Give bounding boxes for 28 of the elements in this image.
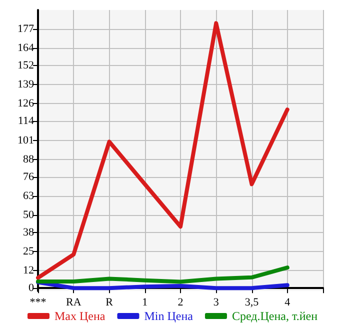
- y-tick-label: 88: [23, 153, 34, 166]
- y-tick-label: 12: [23, 264, 34, 277]
- y-tick-label: 0: [28, 282, 34, 294]
- y-tick-label: 126: [18, 98, 34, 110]
- y-tick-label: 76: [23, 170, 34, 183]
- x-tick-label: 3: [213, 296, 220, 308]
- x-tick-label: 4: [284, 296, 291, 308]
- legend-label: Сред.Цена, т.йен: [232, 309, 318, 323]
- line-series: [36, 21, 290, 280]
- y-tick-label: 63: [23, 190, 34, 202]
- legend-label: Max Цена: [54, 309, 106, 323]
- y-tick-label: 139: [18, 78, 34, 91]
- y-tick-label: 38: [23, 226, 34, 238]
- x-tick-label: ***: [30, 296, 46, 308]
- x-tick-label: 3,5: [244, 296, 260, 308]
- y-tick-label: 177: [18, 23, 34, 36]
- y-tick-label: 101: [18, 134, 34, 146]
- y-tick-label: 164: [18, 42, 34, 54]
- y-tick-label: 50: [23, 208, 34, 221]
- x-tick-label: 2: [178, 296, 184, 308]
- y-tick-label: 114: [18, 115, 34, 128]
- x-tick-label: R: [106, 296, 114, 308]
- x-tick-label: RA: [66, 296, 82, 308]
- y-tick-label: 152: [18, 60, 34, 72]
- line-series: [36, 266, 290, 284]
- y-tick-label: 25: [23, 245, 34, 258]
- legend-label: Min Цена: [144, 309, 194, 323]
- x-tick-label: 1: [142, 296, 148, 308]
